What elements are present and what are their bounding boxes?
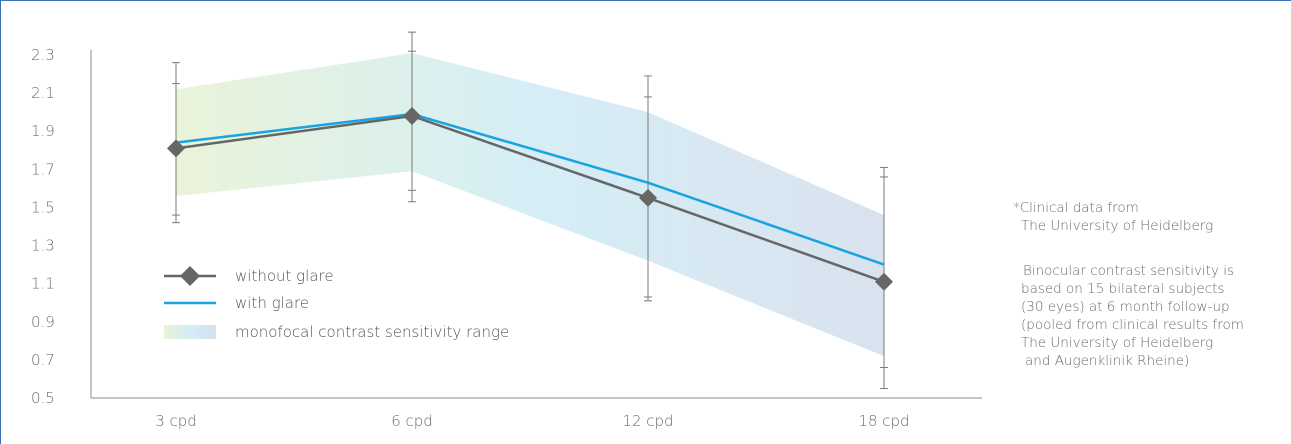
y-tick-label: 1.3	[31, 237, 55, 255]
y-tick-label: 1.5	[31, 198, 55, 216]
study-description: Binocular contrast sensitivity is based …	[1021, 262, 1281, 370]
y-tick-label: 2.3	[31, 46, 55, 64]
diamond-marker	[639, 188, 657, 207]
x-tick-label: 6 cpd	[391, 412, 433, 430]
diamond-marker	[875, 272, 893, 291]
description-line: (30 eyes) at 6 month follow-up	[1021, 299, 1230, 315]
description-line: The University of Heidelberg	[1021, 335, 1214, 351]
y-tick-label: 2.1	[31, 84, 55, 102]
x-tick-label: 12 cpd	[622, 412, 673, 430]
legend-diamond-icon	[180, 266, 200, 286]
description-line: and Augenklinik Rheine)	[1025, 353, 1190, 369]
legend-label-without-glare: without glare	[235, 267, 334, 285]
source-line: *Clinical data from	[1013, 200, 1139, 216]
diamond-marker	[403, 106, 421, 125]
description-line: Binocular contrast sensitivity is	[1023, 263, 1235, 279]
source-line: The University of Heidelberg	[1021, 218, 1214, 234]
description-line: based on 15 bilateral subjects	[1021, 281, 1225, 297]
x-tick-label: 3 cpd	[155, 412, 197, 430]
diamond-marker	[167, 139, 185, 158]
legend-label-with-glare: with glare	[235, 294, 309, 312]
source-note: *Clinical data from The University of He…	[1013, 199, 1213, 235]
y-tick-label: 1.7	[31, 160, 55, 178]
sensitivity-range-band	[176, 53, 884, 357]
legend-label-range: monofocal contrast sensitivity range	[235, 323, 509, 341]
y-tick-label: 0.5	[31, 389, 55, 407]
y-tick-label: 1.1	[31, 275, 55, 293]
y-tick-label: 0.7	[31, 351, 55, 369]
series-line-without-glare	[175, 114, 885, 283]
y-tick-label: 0.9	[31, 313, 55, 331]
y-tick-label: 1.9	[31, 122, 55, 140]
x-tick-label: 18 cpd	[858, 412, 909, 430]
series-line-with-glare	[175, 112, 885, 266]
description-line: (pooled from clinical results from	[1021, 317, 1244, 333]
legend-swatch-range	[164, 325, 216, 339]
